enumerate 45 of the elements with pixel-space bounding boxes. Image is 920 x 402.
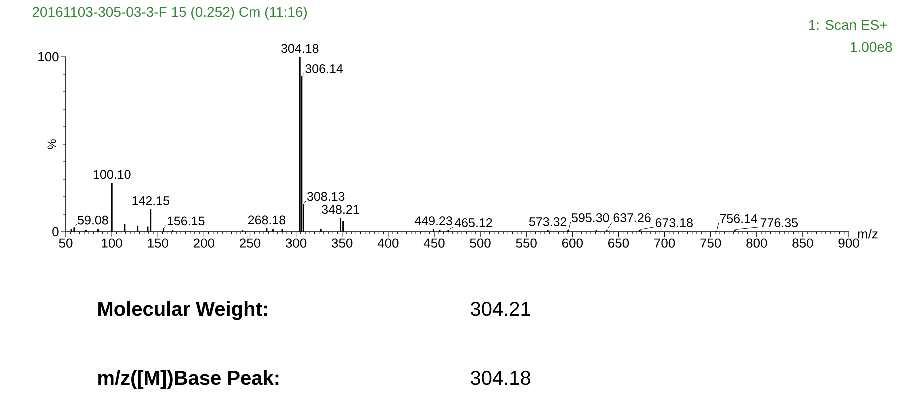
text: Molecular Weight: (98, 302, 268, 320)
annotation: 156.15 (168, 216, 205, 226)
x-tick-label: 500 (470, 238, 491, 248)
x-tick-label: 700 (654, 238, 676, 248)
text: 304.21 (470, 302, 530, 316)
annotation: 308.13 (307, 192, 345, 202)
annotation: 756.14 (720, 214, 758, 224)
x-tick-label: 50 (59, 238, 73, 248)
annotation: 595.30 (572, 214, 610, 222)
text: 304.18 (470, 371, 530, 386)
x-tick-label: 200 (194, 238, 215, 248)
annotation: 100.10 (94, 170, 131, 180)
x-tick-label: 450 (424, 238, 445, 248)
text: 1: Scan ES+ (809, 20, 888, 30)
annotation: 465.12 (454, 218, 492, 228)
annotation: 449.23 (414, 216, 452, 226)
annotation: 573.32 (529, 218, 567, 226)
x-tick-label: 150 (148, 238, 168, 248)
x-tick-label: 800 (746, 238, 768, 248)
annotation: 776.35 (760, 218, 798, 228)
annotation: 637.26 (614, 214, 651, 222)
x-tick-label: 550 (516, 238, 537, 248)
x-axis-title: m/z (858, 229, 878, 239)
annotation: 304.18 (282, 44, 319, 54)
annotation: 268.18 (248, 216, 286, 225)
annotation: 142.15 (132, 196, 170, 206)
x-tick-label: 650 (608, 238, 630, 248)
x-tick-label: 250 (240, 238, 261, 248)
x-tick-label: 100 (102, 238, 122, 248)
annotation: 348.21 (322, 205, 360, 214)
x-tick-label: 300 (286, 238, 307, 248)
text: 1.00e8 (851, 42, 892, 52)
x-tick-label: 850 (792, 238, 814, 248)
x-tick-label: 350 (332, 238, 353, 248)
x-tick-label: 750 (700, 238, 722, 248)
text: m/z([M])Base Peak: (98, 370, 279, 390)
annotation: 306.14 (306, 64, 344, 74)
x-tick-label: 900 (838, 238, 860, 248)
y-axis-title: % (48, 140, 56, 150)
x-tick-label: 600 (562, 238, 583, 248)
x-tick-label: 400 (378, 238, 399, 248)
chart-title: 20161103-305-03-3-F 15 (0.252) Cm (11:16) (32, 6, 308, 20)
annotation: 59.08 (78, 216, 108, 225)
y-tick-label: 0 (52, 227, 59, 237)
annotation: 673.18 (656, 218, 693, 228)
